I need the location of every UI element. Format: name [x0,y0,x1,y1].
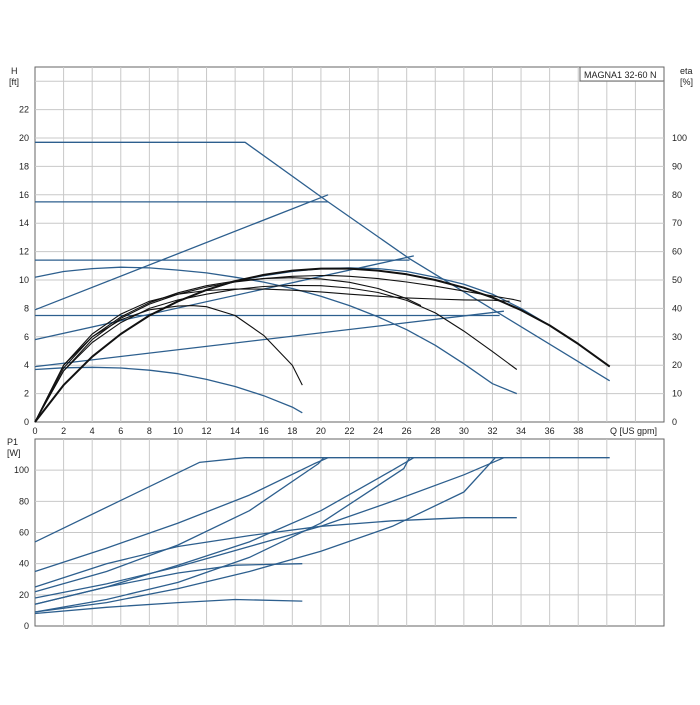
y-tick-label-head: 2 [24,389,29,399]
x-tick-label: 22 [344,426,354,436]
efficiency-curve-line [34,288,510,423]
y2-tick-label-eta: 10 [672,389,682,399]
y-tick-label-head: 8 [24,303,29,313]
x-tick-label: 6 [118,426,123,436]
x-tick-label: 4 [90,426,95,436]
power-curves [34,457,610,615]
power-curve-line [34,457,505,599]
x-tick-label: 2 [61,426,66,436]
power-curve-line [34,517,517,588]
y-tick-label-power: 20 [19,590,29,600]
y2-tick-label-eta: 0 [672,417,677,427]
x-tick-label: 26 [402,426,412,436]
head-and-efficiency-curves [34,141,611,423]
x-tick-label: 10 [173,426,183,436]
x-tick-label: 36 [545,426,555,436]
y-tick-label-head: 16 [19,190,29,200]
axis-labels: H [ft] eta [%] Q [US gpm] P1 [W] [7,66,693,458]
head-curve-line [34,266,518,395]
y-tick-label-power: 40 [19,559,29,569]
y-tick-label-head: 20 [19,133,29,143]
power-curve-line [34,457,325,593]
x-tick-label: 24 [373,426,383,436]
y-tick-label-power: 0 [24,621,29,631]
x-axis-title: Q [US gpm] [610,426,657,436]
x-tick-label: 8 [147,426,152,436]
y2-tick-label-eta: 70 [672,218,682,228]
x-tick-label: 20 [316,426,326,436]
power-curve-line [34,457,329,573]
y-tick-label-power: 80 [19,496,29,506]
legend-model-label: MAGNA1 32-60 N [584,70,657,80]
x-tick-label: 38 [573,426,583,436]
x-tick-label: 34 [516,426,526,436]
y-tick-label-head: 22 [19,105,29,115]
x-tick-label: 18 [287,426,297,436]
y2-axis-unit-eta: [%] [680,77,693,87]
y-tick-label-head: 12 [19,247,29,257]
y-tick-label-head: 4 [24,360,29,370]
head-curve-line [34,310,504,368]
x-tick-label: 0 [32,426,37,436]
y-axis-unit-head: [ft] [9,77,19,87]
power-panel-grid: 0 20 40 60 80 100 [14,438,665,631]
power-curve-line [34,563,303,605]
x-tick-label: 14 [230,426,240,436]
efficiency-curve-line [34,267,611,423]
power-curve-line [34,457,496,613]
x-tick-label: 16 [259,426,269,436]
legend-frame [579,66,665,82]
y-axis-title-head: H [11,66,18,76]
y2-tick-label-eta: 50 [672,275,682,285]
y-tick-label-power: 60 [19,528,29,538]
head-curve-line [34,255,414,341]
y-tick-label-head: 0 [24,417,29,427]
x-tick-label: 30 [459,426,469,436]
y-tick-label-head: 10 [19,275,29,285]
x-tick-label: 12 [202,426,212,436]
y2-tick-label-eta: 60 [672,247,682,257]
y-axis-title-power: P1 [7,437,18,447]
y-axis-unit-power: [W] [7,448,21,458]
x-tick-label: 28 [430,426,440,436]
y2-tick-label-eta: 80 [672,190,682,200]
efficiency-curve-line [34,274,522,423]
y-tick-label-head: 6 [24,332,29,342]
y2-tick-label-eta: 40 [672,303,682,313]
y2-tick-label-eta: 100 [672,133,687,143]
x-tick-label: 32 [487,426,497,436]
y-tick-label-power: 100 [14,465,29,475]
y2-tick-label-eta: 30 [672,332,682,342]
y-tick-label-head: 14 [19,218,29,228]
y2-tick-label-eta: 20 [672,360,682,370]
power-curve-line [34,598,303,615]
legend-box: MAGNA1 32-60 N [579,66,665,82]
y-tick-label-head: 18 [19,161,29,171]
y2-axis-title-eta: eta [680,66,693,76]
head-curve-line [34,194,329,311]
power-curve-line [34,457,610,543]
efficiency-curve-line [34,284,518,423]
power-curve-line [34,457,411,613]
y2-tick-label-eta: 90 [672,161,682,171]
